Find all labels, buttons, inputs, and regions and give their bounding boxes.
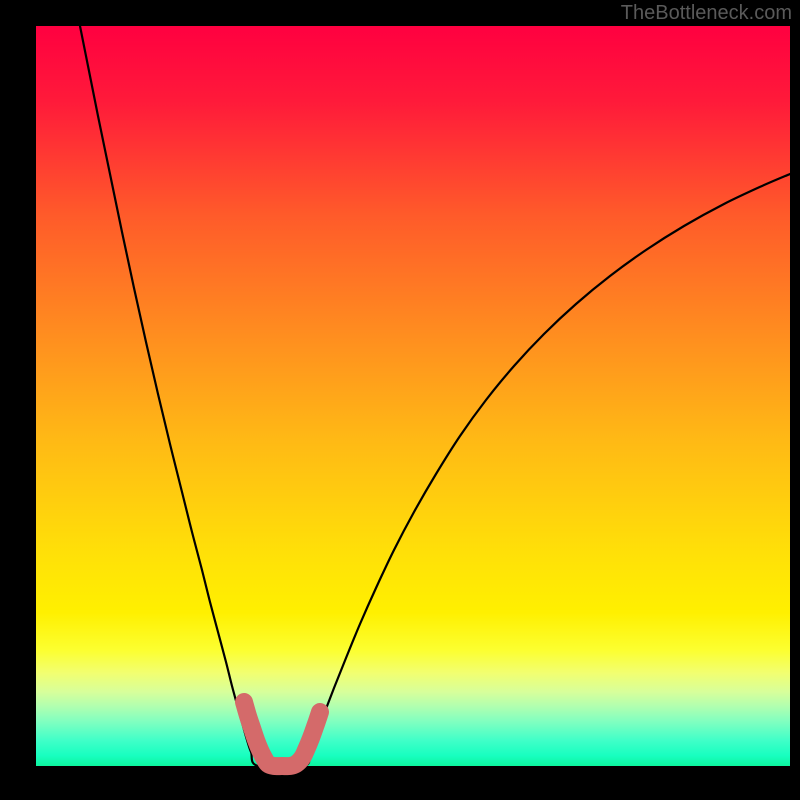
valley-marker xyxy=(244,702,320,766)
curve-layer xyxy=(36,26,790,778)
plot-area xyxy=(36,26,790,778)
bottleneck-curve xyxy=(80,26,790,768)
watermark-text: TheBottleneck.com xyxy=(621,2,792,25)
